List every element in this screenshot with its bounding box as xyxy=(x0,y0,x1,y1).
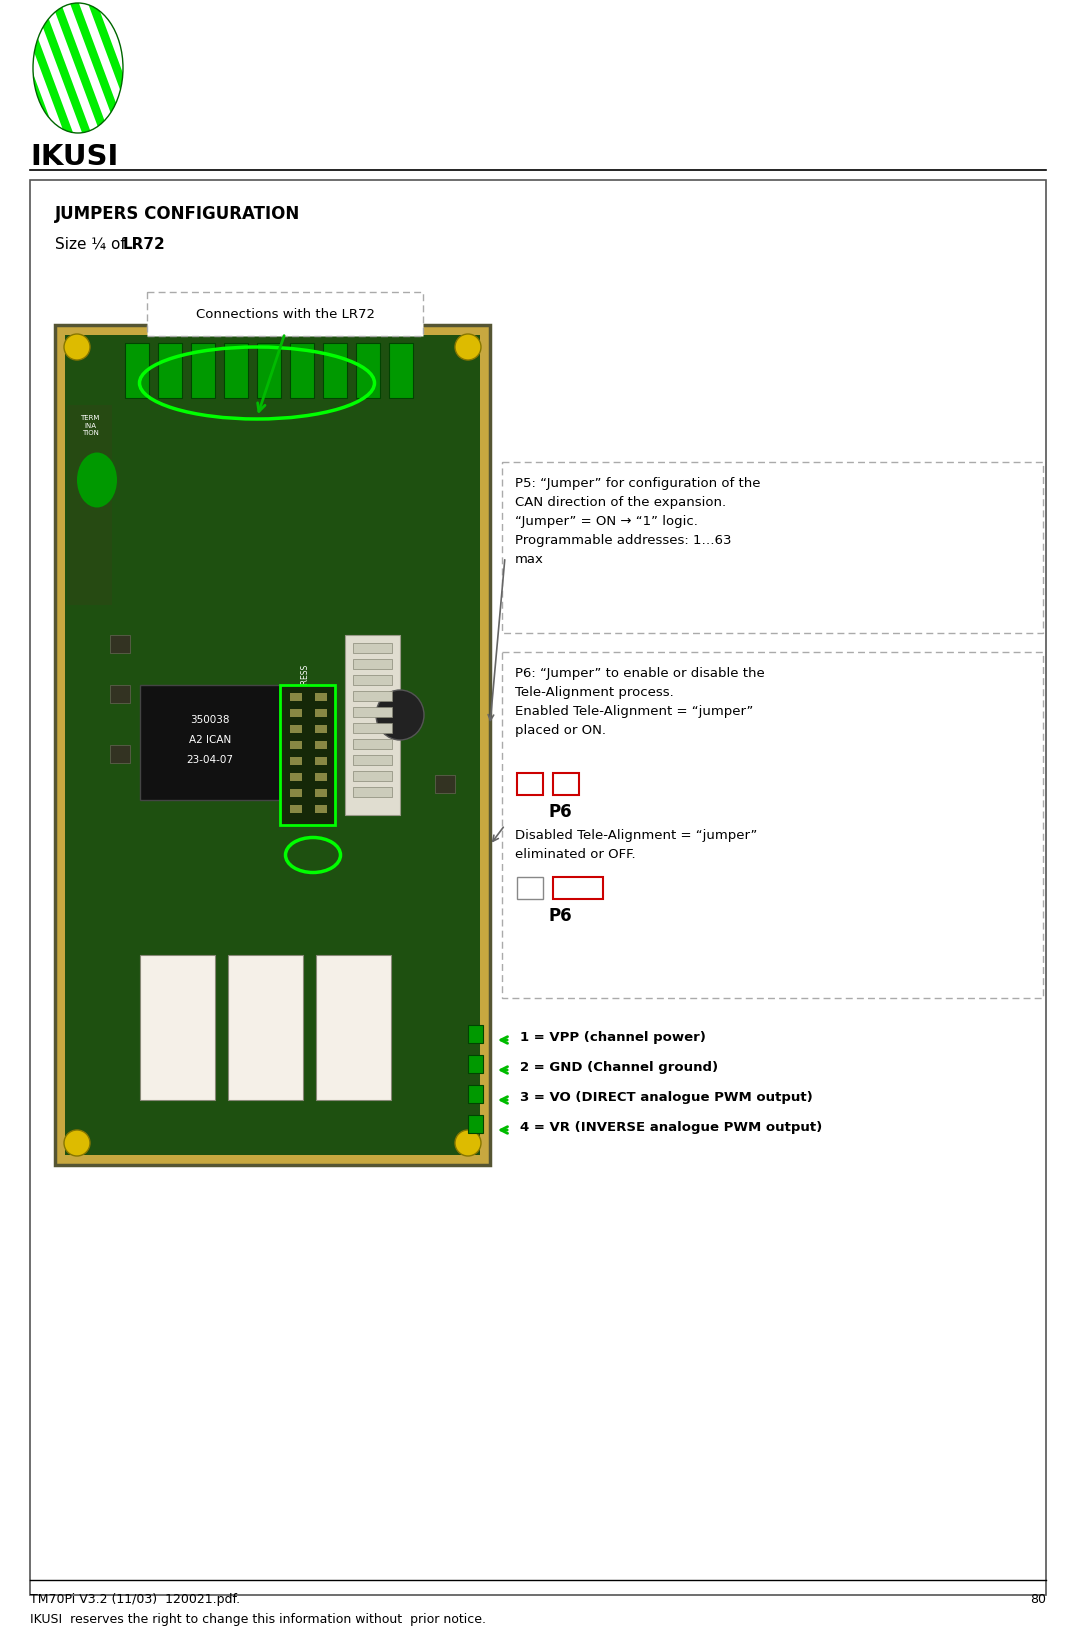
Ellipse shape xyxy=(63,1129,90,1155)
FancyBboxPatch shape xyxy=(390,343,413,398)
Ellipse shape xyxy=(376,690,424,739)
FancyBboxPatch shape xyxy=(67,405,112,605)
Text: TERM
INA
TION: TERM INA TION xyxy=(81,415,100,436)
Text: IKUSI: IKUSI xyxy=(30,143,118,170)
FancyBboxPatch shape xyxy=(315,710,327,716)
Text: 3 = VO (DIRECT analogue PWM output): 3 = VO (DIRECT analogue PWM output) xyxy=(520,1092,812,1105)
FancyBboxPatch shape xyxy=(315,693,327,701)
Text: CAN ADDRESS: CAN ADDRESS xyxy=(300,665,310,720)
FancyBboxPatch shape xyxy=(291,693,302,701)
FancyBboxPatch shape xyxy=(140,685,280,800)
FancyBboxPatch shape xyxy=(353,675,392,685)
Text: Connections with the LR72: Connections with the LR72 xyxy=(196,308,374,321)
FancyBboxPatch shape xyxy=(291,805,302,813)
FancyBboxPatch shape xyxy=(353,723,392,733)
FancyBboxPatch shape xyxy=(553,774,579,795)
FancyBboxPatch shape xyxy=(110,634,130,652)
FancyBboxPatch shape xyxy=(516,877,543,900)
Text: Disabled Tele-Alignment = “jumper”
eliminated or OFF.: Disabled Tele-Alignment = “jumper” elimi… xyxy=(515,829,758,860)
FancyBboxPatch shape xyxy=(502,652,1043,998)
FancyBboxPatch shape xyxy=(291,788,302,797)
FancyBboxPatch shape xyxy=(323,343,346,398)
FancyBboxPatch shape xyxy=(140,956,215,1100)
Polygon shape xyxy=(23,0,84,138)
Polygon shape xyxy=(113,0,174,138)
FancyBboxPatch shape xyxy=(353,756,392,765)
FancyBboxPatch shape xyxy=(147,292,423,336)
Text: 350038: 350038 xyxy=(190,715,230,724)
FancyBboxPatch shape xyxy=(315,774,327,782)
FancyBboxPatch shape xyxy=(110,746,130,764)
FancyBboxPatch shape xyxy=(353,739,392,749)
FancyBboxPatch shape xyxy=(315,805,327,813)
FancyBboxPatch shape xyxy=(516,774,543,795)
FancyBboxPatch shape xyxy=(353,659,392,669)
Text: JUMPERS CONFIGURATION: JUMPERS CONFIGURATION xyxy=(55,205,300,223)
FancyBboxPatch shape xyxy=(353,770,392,782)
FancyBboxPatch shape xyxy=(158,343,182,398)
Polygon shape xyxy=(41,0,102,138)
FancyBboxPatch shape xyxy=(257,343,281,398)
FancyBboxPatch shape xyxy=(30,180,1046,1595)
FancyBboxPatch shape xyxy=(315,757,327,765)
FancyBboxPatch shape xyxy=(192,343,215,398)
FancyBboxPatch shape xyxy=(315,741,327,749)
Polygon shape xyxy=(0,0,48,138)
FancyBboxPatch shape xyxy=(125,343,148,398)
FancyBboxPatch shape xyxy=(316,956,391,1100)
FancyBboxPatch shape xyxy=(502,462,1043,633)
Ellipse shape xyxy=(33,3,123,133)
Text: 2 = GND (Channel ground): 2 = GND (Channel ground) xyxy=(520,1060,718,1074)
FancyBboxPatch shape xyxy=(553,877,603,900)
FancyBboxPatch shape xyxy=(55,325,490,1165)
FancyBboxPatch shape xyxy=(228,956,303,1100)
Text: 80: 80 xyxy=(1030,1593,1046,1606)
FancyBboxPatch shape xyxy=(356,343,380,398)
Text: TM70Pi V3.2 (11/03)  120021.pdf.: TM70Pi V3.2 (11/03) 120021.pdf. xyxy=(30,1593,240,1606)
Ellipse shape xyxy=(455,1129,481,1155)
Text: P6: P6 xyxy=(548,803,571,821)
Text: A2 ICAN: A2 ICAN xyxy=(189,734,231,746)
Polygon shape xyxy=(59,0,121,138)
FancyBboxPatch shape xyxy=(468,1056,483,1074)
Text: P5: “Jumper” for configuration of the
CAN direction of the expansion.
“Jumper” =: P5: “Jumper” for configuration of the CA… xyxy=(515,477,761,565)
FancyBboxPatch shape xyxy=(291,774,302,782)
FancyBboxPatch shape xyxy=(291,343,314,398)
FancyBboxPatch shape xyxy=(224,343,247,398)
Ellipse shape xyxy=(77,452,117,508)
FancyBboxPatch shape xyxy=(468,1115,483,1133)
FancyBboxPatch shape xyxy=(353,706,392,716)
Text: 4 = VR (INVERSE analogue PWM output): 4 = VR (INVERSE analogue PWM output) xyxy=(520,1121,822,1134)
FancyBboxPatch shape xyxy=(291,757,302,765)
FancyBboxPatch shape xyxy=(315,788,327,797)
Text: P6: P6 xyxy=(548,906,571,924)
Text: 1 = VPP (channel power): 1 = VPP (channel power) xyxy=(520,1031,706,1044)
Text: Size ¼ of: Size ¼ of xyxy=(55,238,130,252)
Ellipse shape xyxy=(63,334,90,361)
FancyBboxPatch shape xyxy=(110,685,130,703)
Polygon shape xyxy=(95,0,156,138)
FancyBboxPatch shape xyxy=(345,634,400,815)
FancyBboxPatch shape xyxy=(435,775,455,793)
FancyBboxPatch shape xyxy=(315,724,327,733)
Polygon shape xyxy=(5,0,66,138)
FancyBboxPatch shape xyxy=(291,710,302,716)
FancyBboxPatch shape xyxy=(291,724,302,733)
FancyBboxPatch shape xyxy=(280,685,335,824)
Text: P6: “Jumper” to enable or disable the
Tele-Alignment process.
Enabled Tele-Align: P6: “Jumper” to enable or disable the Te… xyxy=(515,667,765,738)
FancyBboxPatch shape xyxy=(468,1024,483,1042)
Polygon shape xyxy=(0,0,30,138)
FancyBboxPatch shape xyxy=(65,334,480,1155)
Polygon shape xyxy=(77,0,138,138)
FancyBboxPatch shape xyxy=(353,787,392,797)
Text: IKUSI  reserves the right to change this information without  prior notice.: IKUSI reserves the right to change this … xyxy=(30,1613,486,1626)
FancyBboxPatch shape xyxy=(291,741,302,749)
Ellipse shape xyxy=(455,334,481,361)
FancyBboxPatch shape xyxy=(353,692,392,701)
Text: LR72: LR72 xyxy=(123,238,166,252)
Text: 23-04-07: 23-04-07 xyxy=(186,756,233,765)
FancyBboxPatch shape xyxy=(468,1085,483,1103)
FancyBboxPatch shape xyxy=(353,642,392,652)
